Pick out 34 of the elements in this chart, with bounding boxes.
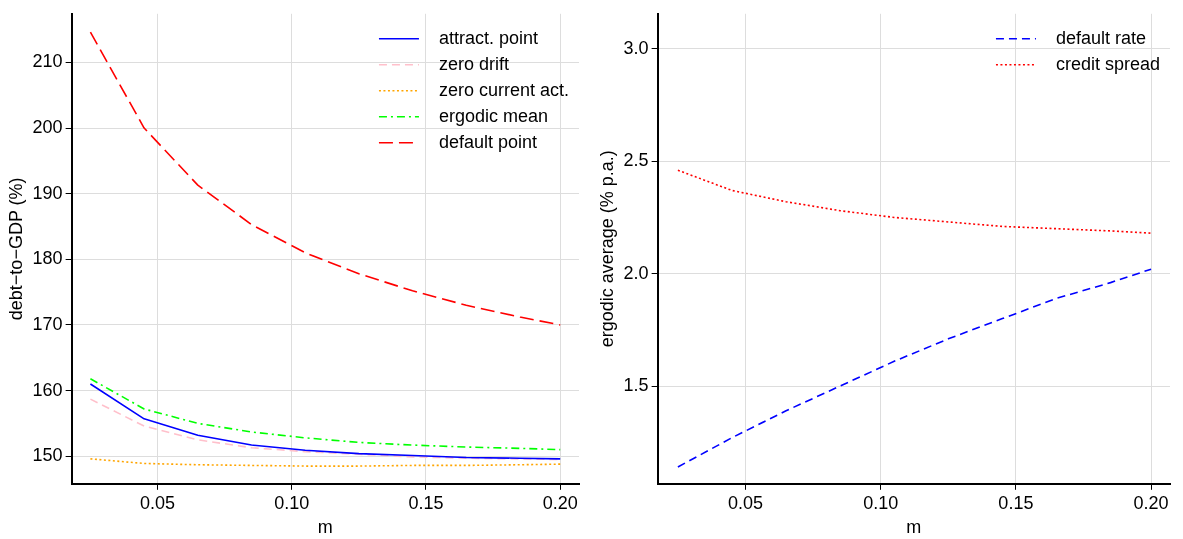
y-tick-label: 1.5	[623, 374, 649, 395]
y-tick-label: 2.5	[623, 150, 649, 171]
y-tick-label: 200	[32, 116, 63, 137]
y-tick-label: 190	[32, 182, 63, 203]
x-axis-title: m	[906, 517, 922, 538]
y-tick-label: 210	[32, 51, 63, 72]
x-tick-label: 0.15	[408, 492, 444, 513]
line-series	[89, 377, 562, 451]
x-tick-label: 0.15	[998, 492, 1034, 513]
y-tick-label: 180	[32, 248, 63, 269]
legend-label: attract. point	[438, 27, 539, 48]
y-tick-label: 150	[32, 445, 63, 466]
legend-label: zero current act.	[438, 79, 570, 100]
x-tick-label: 0.05	[140, 492, 176, 513]
x-axis-title: m	[317, 517, 333, 538]
legend-label: default point	[438, 131, 538, 152]
legend-label: credit spread	[1055, 53, 1161, 74]
y-tick-label: 2.0	[623, 262, 649, 283]
legend-label: default rate	[1055, 27, 1147, 48]
y-tick-label: 3.0	[623, 37, 649, 58]
y-axis-title: ergodic average (% p.a.)	[596, 150, 617, 348]
y-tick-label: 170	[32, 313, 63, 334]
x-tick-label: 0.05	[727, 492, 764, 513]
y-tick-label: 160	[32, 379, 63, 400]
line-series	[89, 458, 562, 467]
x-tick-label: 0.20	[1133, 492, 1169, 513]
x-tick-label: 0.10	[274, 492, 310, 513]
x-tick-label: 0.10	[863, 492, 899, 513]
line-series	[677, 268, 1152, 468]
legend-label: zero drift	[438, 53, 509, 74]
y-axis-title: debt−to−GDP (%)	[5, 177, 26, 321]
legend-label: ergodic mean	[438, 105, 549, 126]
line-series	[677, 169, 1152, 234]
x-tick-label: 0.20	[542, 492, 578, 513]
